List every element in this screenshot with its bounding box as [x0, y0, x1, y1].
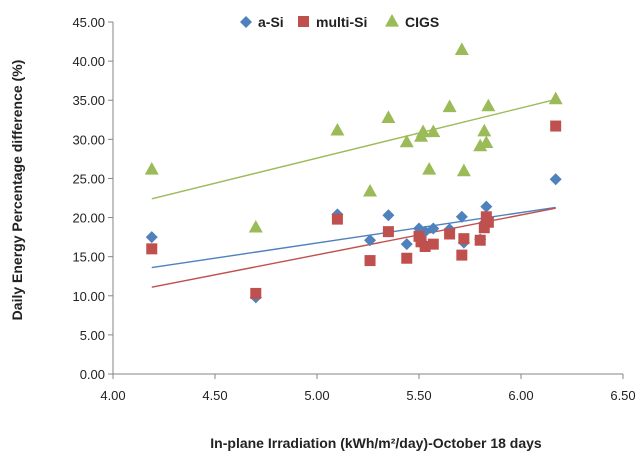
point-a-si	[400, 238, 413, 251]
x-axis-title: In-plane Irradiation (kWh/m²/day)-Octobe…	[210, 435, 542, 451]
y-tick-label: 20.00	[72, 211, 105, 226]
point-cigs	[442, 99, 457, 113]
x-tick-label: 5.00	[304, 388, 329, 403]
legend-label-a-si: a-Si	[258, 14, 284, 30]
trendlines	[151, 98, 556, 288]
point-cigs	[454, 42, 469, 55]
point-cigs	[456, 163, 471, 177]
point-a-si	[455, 210, 468, 223]
legend-marker-a-si	[240, 16, 252, 28]
y-axis-title: Daily Energy Percentage difference (%)	[9, 60, 25, 321]
point-cigs	[548, 91, 563, 105]
point-multi-si	[250, 287, 262, 299]
point-cigs	[399, 134, 414, 148]
point-cigs	[248, 219, 263, 233]
point-multi-si	[456, 249, 468, 261]
y-tick-label: 0.00	[80, 367, 105, 382]
point-a-si	[145, 231, 158, 244]
x-tick-label: 4.50	[202, 388, 227, 403]
point-a-si	[480, 200, 493, 213]
legend-label-multi-si: multi-Si	[316, 14, 367, 30]
point-cigs	[363, 183, 378, 197]
point-a-si	[382, 209, 395, 222]
point-cigs	[330, 122, 345, 136]
point-multi-si	[458, 233, 470, 245]
legend: a-Si multi-Si CIGS	[240, 14, 439, 30]
point-cigs	[144, 162, 159, 175]
point-multi-si	[550, 120, 562, 132]
point-cigs	[422, 162, 437, 175]
legend-label-cigs: CIGS	[405, 14, 439, 30]
legend-item-cigs: CIGS	[385, 14, 439, 30]
trendline-cigs	[151, 98, 556, 200]
y-tick-label: 40.00	[72, 54, 105, 69]
point-cigs	[479, 135, 494, 149]
y-tick-label: 45.00	[72, 15, 105, 30]
point-multi-si	[444, 228, 456, 240]
point-cigs	[481, 98, 496, 112]
y-tick-label: 10.00	[72, 289, 105, 304]
x-tick-label: 6.00	[508, 388, 533, 403]
point-cigs	[426, 124, 441, 138]
point-multi-si	[401, 252, 413, 264]
point-multi-si	[419, 240, 431, 252]
trendline-a-si	[151, 206, 556, 269]
y-tick-label: 5.00	[80, 328, 105, 343]
point-a-si	[549, 173, 562, 186]
x-tick-label: 4.00	[100, 388, 125, 403]
x-tick-label: 5.50	[406, 388, 431, 403]
point-cigs	[416, 124, 431, 138]
point-cigs	[477, 123, 492, 137]
point-multi-si	[364, 255, 376, 267]
point-multi-si	[427, 238, 439, 250]
y-tick-label: 30.00	[72, 132, 105, 147]
point-multi-si	[146, 243, 158, 255]
point-multi-si	[482, 216, 494, 228]
y-tick-label: 35.00	[72, 93, 105, 108]
y-tick-label: 15.00	[72, 250, 105, 265]
point-a-si	[427, 222, 440, 235]
axes	[108, 21, 624, 379]
legend-marker-cigs	[385, 14, 399, 27]
data-points	[144, 42, 563, 304]
trendline-multi-si	[151, 207, 556, 288]
legend-item-a-si: a-Si	[240, 14, 284, 30]
legend-marker-multi-si	[298, 16, 309, 27]
legend-item-multi-si: multi-Si	[298, 14, 367, 30]
y-tick-label: 25.00	[72, 171, 105, 186]
point-a-si	[364, 234, 377, 247]
x-tick-label: 6.50	[610, 388, 635, 403]
point-multi-si	[382, 226, 394, 238]
tick-labels: 4.00 4.50 5.00 5.50 6.00 6.50 0.00 5.00 10.00 15.…	[72, 15, 635, 403]
point-multi-si	[474, 234, 486, 246]
point-cigs	[381, 110, 396, 124]
point-multi-si	[331, 213, 343, 225]
